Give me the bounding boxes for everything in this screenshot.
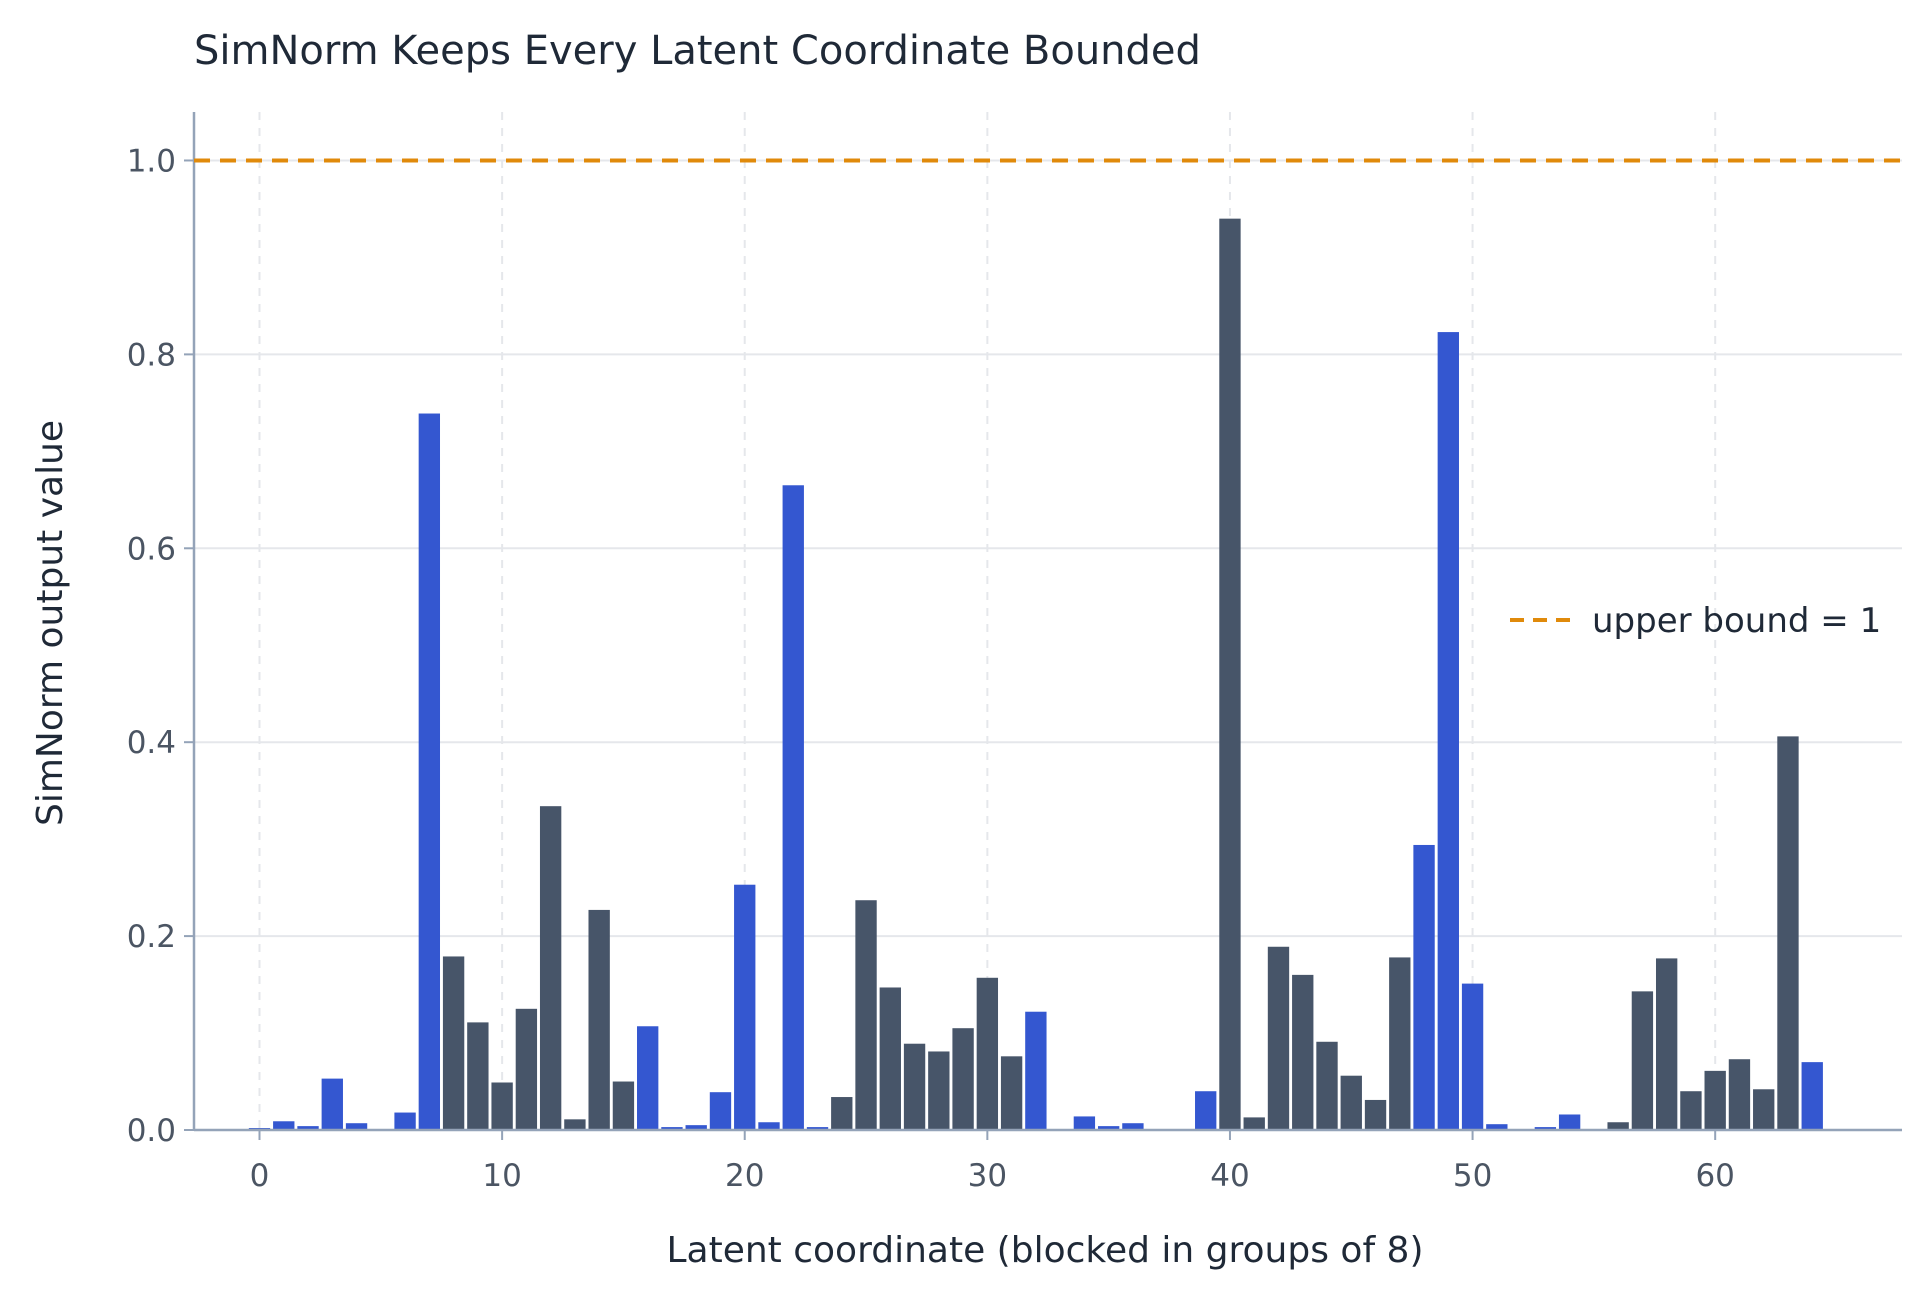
bar-31 [1000, 1056, 1023, 1130]
x-tick-label: 10 [482, 1158, 521, 1194]
bar-54 [1558, 1114, 1581, 1130]
bar-62 [1753, 1089, 1775, 1130]
bar-35 [1097, 1126, 1120, 1130]
legend: upper bound = 1 [1510, 601, 1881, 641]
bar-49 [1437, 332, 1459, 1130]
bar-19 [709, 1092, 732, 1130]
bar-17 [661, 1127, 683, 1130]
bar-6 [394, 1112, 416, 1130]
bar-50 [1461, 983, 1484, 1130]
bar-23 [806, 1127, 829, 1130]
bar-24 [831, 1097, 853, 1130]
bar-41 [1243, 1117, 1265, 1130]
bar-28 [928, 1051, 950, 1130]
y-tick-label: 0.0 [127, 1113, 176, 1149]
x-axis-ticks: 0 10 20 30 40 50 60 [250, 1130, 1735, 1194]
bar-29 [952, 1028, 974, 1130]
bar-64 [1801, 1062, 1823, 1130]
bar-47 [1389, 957, 1411, 1130]
y-tick-label: 0.2 [127, 919, 176, 955]
y-axis-label: SimNorm output value [30, 420, 71, 826]
bar-46 [1364, 1099, 1387, 1130]
bar-14 [588, 909, 610, 1130]
y-tick-label: 0.8 [127, 337, 176, 373]
x-tick-label: 30 [968, 1158, 1007, 1194]
bar-8 [442, 956, 465, 1130]
bar-51 [1486, 1124, 1508, 1130]
y-tick-label: 1.0 [127, 143, 176, 179]
bar-60 [1704, 1070, 1726, 1130]
bar-15 [612, 1081, 635, 1130]
bar-61 [1728, 1059, 1751, 1130]
bar-27 [903, 1043, 926, 1130]
bar-9 [467, 1022, 489, 1130]
bar-3 [321, 1078, 343, 1130]
bar-25 [855, 900, 877, 1130]
bar-36 [1122, 1123, 1144, 1130]
bar-53 [1534, 1127, 1557, 1130]
bar-18 [685, 1125, 707, 1130]
x-tick-label: 20 [725, 1158, 764, 1194]
bar-7 [418, 413, 441, 1130]
x-axis-label: Latent coordinate (blocked in groups of … [666, 1230, 1423, 1271]
legend-label: upper bound = 1 [1592, 601, 1881, 641]
bar-10 [491, 1082, 513, 1130]
bar-21 [758, 1122, 780, 1130]
bar-42 [1267, 946, 1290, 1130]
bar-40 [1219, 218, 1241, 1131]
x-tick-label: 60 [1695, 1158, 1734, 1194]
bar-39 [1195, 1091, 1217, 1130]
bar-13 [564, 1119, 586, 1130]
bar-16 [637, 1026, 659, 1130]
bar-11 [515, 1008, 538, 1130]
bar-56 [1607, 1122, 1629, 1130]
bar-1 [273, 1121, 295, 1130]
bar-57 [1631, 991, 1654, 1130]
y-tick-label: 0.6 [127, 531, 176, 567]
bar-series [248, 218, 1823, 1131]
x-tick-label: 0 [250, 1158, 270, 1194]
bar-32 [1025, 1011, 1047, 1130]
bar-20 [734, 884, 756, 1130]
bar-59 [1680, 1091, 1702, 1130]
bar-34 [1073, 1116, 1096, 1130]
bar-26 [879, 987, 901, 1130]
x-tick-label: 40 [1210, 1158, 1249, 1194]
bar-48 [1413, 844, 1435, 1130]
bar-45 [1340, 1075, 1362, 1130]
bar-12 [539, 806, 562, 1130]
bar-58 [1655, 958, 1678, 1130]
bar-2 [297, 1126, 319, 1130]
axes [192, 112, 1902, 1132]
x-tick-label: 50 [1453, 1158, 1492, 1194]
y-axis-ticks: 0.0 0.2 0.4 0.6 0.8 1.0 [127, 143, 194, 1149]
bar-22 [782, 485, 804, 1130]
bar-63 [1777, 736, 1799, 1130]
bar-44 [1316, 1041, 1338, 1130]
y-tick-label: 0.4 [127, 725, 176, 761]
chart-title: SimNorm Keeps Every Latent Coordinate Bo… [194, 28, 1201, 74]
bar-30 [976, 977, 999, 1130]
bar-43 [1292, 974, 1314, 1130]
bar-4 [345, 1123, 368, 1130]
